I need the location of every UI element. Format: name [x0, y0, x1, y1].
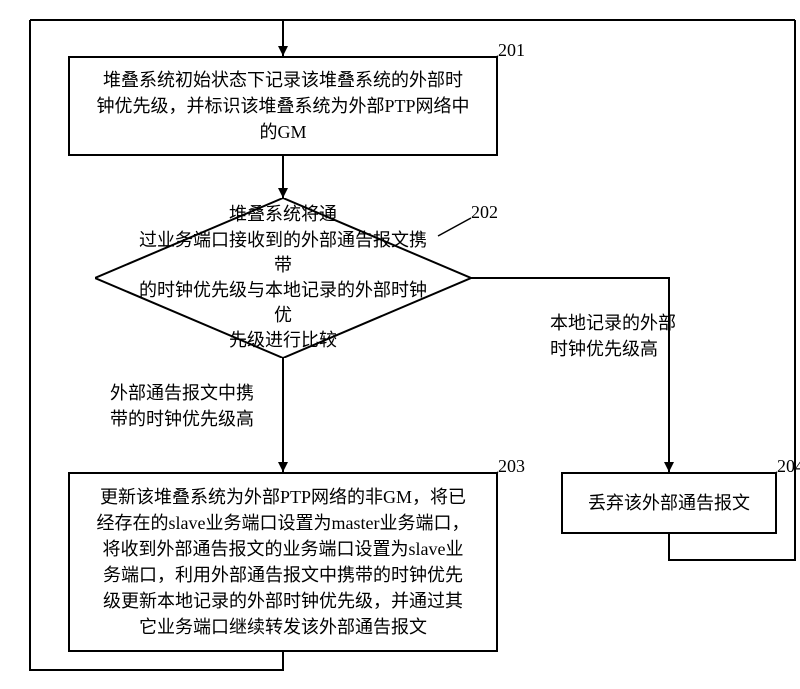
label-203: 203	[498, 456, 525, 477]
process-204-text: 丢弃该外部通告报文	[588, 490, 750, 516]
process-204: 丢弃该外部通告报文	[561, 472, 777, 534]
decision-202: 堆叠系统将通过业务端口接收到的外部通告报文携带的时钟优先级与本地记录的外部时钟优…	[95, 198, 471, 358]
label-202: 202	[471, 202, 498, 223]
process-203: 更新该堆叠系统为外部PTP网络的非GM，将已经存在的slave业务端口设置为ma…	[68, 472, 498, 652]
label-204: 204	[777, 456, 800, 477]
process-201: 堆叠系统初始状态下记录该堆叠系统的外部时钟优先级，并标识该堆叠系统为外部PTP网…	[68, 56, 498, 156]
edge-label-202-203: 外部通告报文中携带的时钟优先级高	[110, 380, 254, 432]
label-201: 201	[498, 40, 525, 61]
process-201-text: 堆叠系统初始状态下记录该堆叠系统的外部时钟优先级，并标识该堆叠系统为外部PTP网…	[96, 67, 469, 145]
process-203-text: 更新该堆叠系统为外部PTP网络的非GM，将已经存在的slave业务端口设置为ma…	[97, 484, 470, 641]
decision-202-text: 堆叠系统将通过业务端口接收到的外部通告报文携带的时钟优先级与本地记录的外部时钟优…	[135, 202, 431, 353]
edge-label-202-204: 本地记录的外部时钟优先级高	[550, 310, 676, 362]
